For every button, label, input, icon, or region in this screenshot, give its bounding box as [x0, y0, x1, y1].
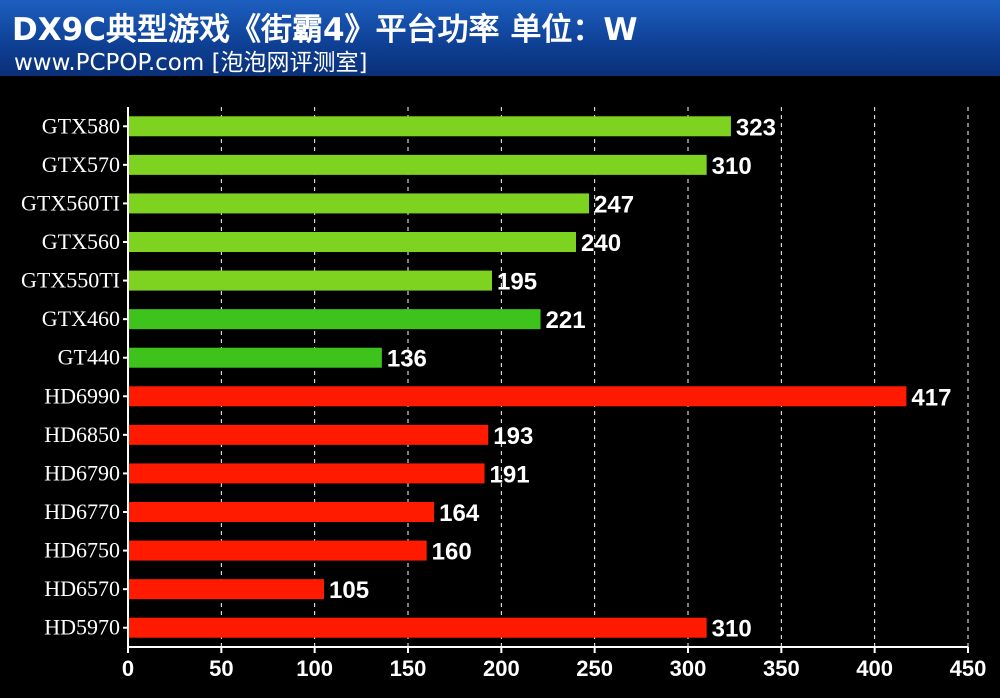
bar-gtx460 — [129, 309, 541, 330]
category-labels: GTX580 GTX570 GTX560TI GTX560 GTX550TI GTX460… — [21, 113, 120, 639]
category-label: GTX570 — [42, 152, 120, 177]
x-tick-label: 50 — [209, 656, 233, 681]
category-label: GTX560TI — [21, 190, 120, 215]
value-label: 323 — [736, 114, 776, 141]
bar-gtx560ti — [129, 193, 590, 214]
x-tick-label: 0 — [122, 656, 134, 681]
tick-labels: 0 50 100 150 200 250 300 350 400 450 — [122, 656, 986, 681]
bars — [129, 116, 907, 638]
category-label: GTX550TI — [21, 268, 120, 293]
category-label: HD5970 — [44, 615, 120, 640]
value-label: 221 — [546, 307, 586, 334]
x-tick-label: 250 — [576, 656, 613, 681]
x-tick-label: 150 — [390, 656, 427, 681]
category-label: GT440 — [58, 345, 120, 370]
x-tick-label: 450 — [950, 656, 987, 681]
category-label: HD6790 — [44, 460, 120, 485]
value-label: 193 — [493, 423, 533, 450]
value-label: 240 — [581, 230, 621, 257]
value-label: 310 — [712, 616, 752, 643]
chart-title: DX9C典型游戏《街霸4》平台功率 单位：W — [12, 12, 638, 48]
value-label: 191 — [490, 461, 530, 488]
value-label: 160 — [432, 539, 472, 566]
bar-gtx550ti — [129, 270, 492, 291]
bar-gtx560 — [129, 232, 576, 252]
chart-subtitle: www.PCPOP.com [泡泡网评测室] — [14, 50, 368, 76]
bar-gtx580 — [129, 116, 731, 137]
category-label: GTX560 — [42, 229, 120, 254]
bar-hd6790 — [129, 463, 485, 484]
value-label: 136 — [387, 346, 427, 373]
axes — [123, 107, 969, 653]
value-label: 247 — [594, 191, 634, 218]
bar-hd6770 — [129, 502, 435, 522]
value-labels: 323 310 247 240 195 221 136 417 193 191 164 160 105 3… — [329, 114, 951, 642]
bar-gtx570 — [129, 154, 707, 175]
bar-hd5970 — [129, 617, 707, 638]
category-label: HD6990 — [44, 383, 120, 408]
value-label: 164 — [439, 500, 480, 527]
category-label: HD6770 — [44, 499, 120, 524]
category-label: HD6570 — [44, 576, 120, 601]
value-label: 195 — [497, 269, 537, 296]
x-tick-label: 400 — [856, 656, 893, 681]
x-tick-label: 100 — [296, 656, 333, 681]
chart-header: DX9C典型游戏《街霸4》平台功率 单位：W www.PCPOP.com [泡泡… — [0, 0, 1000, 76]
bar-hd6750 — [129, 540, 427, 561]
bar-hd6570 — [129, 579, 324, 600]
bar-hd6990 — [129, 386, 907, 407]
grid-lines — [220, 107, 969, 647]
value-label: 105 — [329, 577, 369, 604]
category-label: HD6850 — [44, 422, 120, 447]
bar-hd6850 — [129, 424, 489, 445]
category-label: HD6750 — [44, 538, 120, 563]
x-tick-label: 350 — [763, 656, 800, 681]
category-label: GTX460 — [42, 306, 120, 331]
x-tick-label: 300 — [670, 656, 707, 681]
value-label: 417 — [911, 384, 951, 411]
bar-gt440 — [129, 347, 382, 368]
value-label: 310 — [712, 153, 752, 180]
category-label: GTX580 — [42, 113, 120, 138]
x-tick-label: 200 — [483, 656, 520, 681]
